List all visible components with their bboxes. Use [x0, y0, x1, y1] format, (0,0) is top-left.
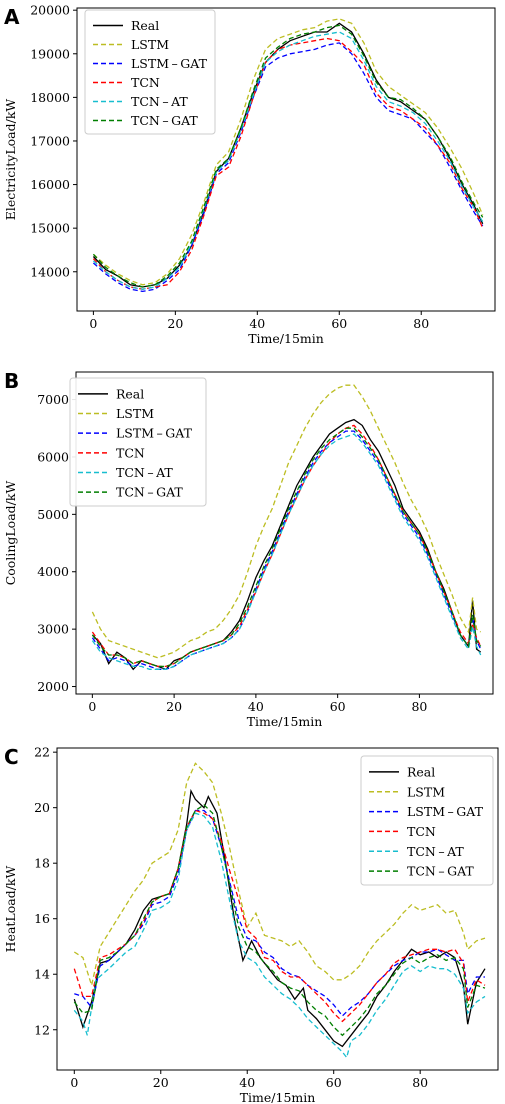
chart-c-legend: Real LSTM LSTM – GAT TCN TCN – AT TCN – GAT [360, 755, 494, 886]
chart-b-y-tick-label: 3000 [37, 622, 69, 637]
chart-c-legend-label-tcn: TCN [407, 824, 436, 839]
chart-b-series-tcn-at [91, 433, 482, 670]
chart-a-series-lstm [92, 18, 484, 286]
chart-b-y-axis-label: CoolingLoad/kW [3, 481, 18, 586]
chart-b-panel-letter: B [4, 369, 19, 393]
chart-c-y-tick-label: 12 [34, 1022, 50, 1037]
chart-c-axes-frame [56, 747, 499, 1071]
chart-a-legend-label-lstm: LSTM [131, 37, 169, 52]
chart-b-legend-label-real: Real [116, 386, 144, 401]
chart-c: C 0 20 40 60 80 12 14 16 18 20 22 Time/15min HeatLoad… [3, 745, 499, 1104]
chart-a-y-tick-label: 16000 [30, 177, 70, 192]
chart-c-legend-box [360, 755, 494, 886]
chart-b-legend-label-tcn-at: TCN – AT [116, 465, 173, 480]
chart-a-axes-frame [76, 7, 496, 312]
chart-a-legend-label-lstm-gat: LSTM – GAT [131, 56, 208, 71]
chart-a-series-tcn-gat [92, 24, 484, 288]
chart-b-x-axis-label: Time/15min [247, 714, 323, 729]
chart-b-series-tcn-gat [91, 427, 482, 668]
chart-c-x-tick-label: 20 [153, 1075, 169, 1090]
chart-c-series-lstm-gat [74, 809, 485, 1017]
chart-a-x-tick-label: 20 [167, 316, 183, 331]
chart-a-x-axis-label: Time/15min [248, 331, 324, 346]
chart-a-y-tick-label: 19000 [30, 46, 70, 61]
chart-a-y-tick-label: 18000 [30, 90, 70, 105]
chart-c-legend-label-tcn-at: TCN – AT [407, 844, 464, 859]
chart-a-x-tick-label: 40 [249, 316, 265, 331]
chart-c-legend-label-lstm-gat: LSTM – GAT [407, 804, 484, 819]
chart-c-panel-letter: C [4, 745, 19, 769]
chart-a: A 0 20 40 60 80 14000 15000 16000 17000 18000 19000… [3, 3, 496, 346]
chart-c-legend-label-real: Real [407, 764, 435, 779]
chart-b-y-tick-label: 5000 [37, 507, 69, 522]
chart-c-series-tcn-at [73, 812, 486, 1059]
chart-a-panel-letter: A [4, 5, 20, 29]
chart-c-series-tcn-gat [73, 804, 486, 1037]
chart-a-y-axis-label: ElectricityLoad/kW [3, 99, 18, 221]
chart-a-y-tick-label: 14000 [30, 264, 70, 279]
chart-b-x-tick-label: 0 [88, 699, 96, 714]
chart-b-y-tick-label: 7000 [37, 392, 69, 407]
chart-b-y-tick-label: 2000 [37, 679, 69, 694]
chart-c-y-tick-label: 22 [34, 745, 50, 760]
chart-a-legend-label-tcn: TCN [131, 75, 160, 90]
chart-b-x-tick-label: 60 [330, 699, 346, 714]
chart-c-series-lstm [73, 762, 486, 988]
chart-b-y-tick-label: 6000 [37, 449, 69, 464]
chart-c-x-axis-label: Time/15min [240, 1090, 316, 1104]
chart-a-legend: Real LSTM LSTM – GAT TCN TCN – AT TCN – GAT [84, 9, 216, 135]
chart-a-legend-label-tcn-at: TCN – AT [131, 94, 188, 109]
chart-c-y-tick-label: 18 [34, 856, 50, 871]
chart-c-x-tick-label: 0 [70, 1075, 78, 1090]
chart-b-series-lstm [91, 384, 482, 659]
chart-c-legend-label-tcn-gat: TCN – GAT [407, 864, 474, 879]
chart-c-y-tick-label: 20 [34, 800, 50, 815]
chart-a-legend-box [84, 9, 216, 135]
chart-b-legend-box [69, 377, 207, 507]
chart-b-x-tick-label: 80 [411, 699, 427, 714]
chart-b-x-tick-label: 20 [166, 699, 182, 714]
chart-a-x-tick-label: 60 [331, 316, 347, 331]
chart-b-legend-label-tcn: TCN [116, 445, 145, 460]
chart-c-legend-label-lstm: LSTM [407, 784, 445, 799]
chart-b-axes-frame [75, 371, 494, 695]
chart-c-y-tick-label: 16 [34, 911, 50, 926]
chart-c-x-tick-label: 80 [412, 1075, 428, 1090]
chart-b: B 0 20 40 60 80 2000 3000 4000 5000 6000 7000 Time/1… [3, 369, 494, 729]
chart-c-x-tick-label: 40 [239, 1075, 255, 1090]
chart-a-x-tick-label: 0 [89, 316, 97, 331]
chart-b-y-tick-label: 4000 [37, 564, 69, 579]
chart-b-legend-label-lstm: LSTM [116, 406, 154, 421]
chart-a-y-tick-label: 17000 [30, 133, 70, 148]
chart-a-x-tick-label: 80 [413, 316, 429, 331]
chart-a-y-tick-label: 20000 [30, 3, 70, 18]
chart-b-x-tick-label: 40 [248, 699, 264, 714]
chart-c-y-tick-label: 14 [34, 967, 50, 982]
chart-a-series-tcn-at [92, 31, 484, 290]
chart-a-y-tick-label: 15000 [30, 221, 70, 236]
chart-c-series-tcn [73, 809, 486, 1023]
chart-b-legend: Real LSTM LSTM – GAT TCN TCN – AT TCN – GAT [69, 377, 207, 507]
chart-c-x-tick-label: 60 [326, 1075, 342, 1090]
chart-b-legend-label-lstm-gat: LSTM – GAT [116, 426, 193, 441]
chart-b-legend-label-tcn-gat: TCN – GAT [116, 485, 183, 500]
chart-a-legend-label-tcn-gat: TCN – GAT [131, 113, 198, 128]
chart-c-y-axis-label: HeatLoad/kW [3, 866, 18, 953]
chart-a-legend-label-real: Real [131, 18, 159, 33]
